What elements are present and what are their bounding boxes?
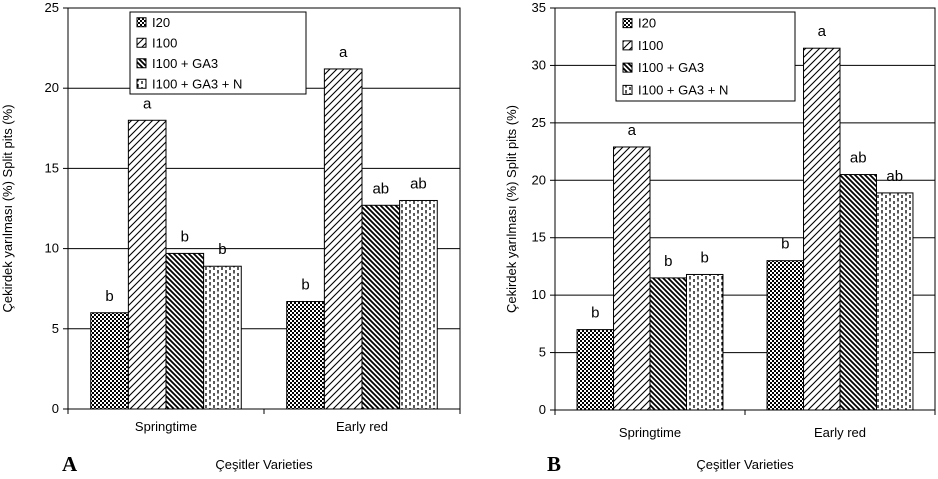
y-tick-label: 15 bbox=[532, 230, 546, 245]
y-tick-label: 20 bbox=[45, 80, 59, 95]
bar bbox=[839, 174, 877, 411]
y-tick-label: 25 bbox=[532, 115, 546, 130]
y-tick-label: 10 bbox=[532, 287, 546, 302]
legend-entry: I100 bbox=[152, 35, 177, 50]
y-tick-label: 10 bbox=[45, 241, 59, 256]
y-tick-label: 5 bbox=[539, 345, 546, 360]
legend-entry: I20 bbox=[638, 16, 656, 31]
y-axis-label: Çekirdek yarılması (%) Split pits (%) bbox=[504, 105, 519, 313]
bar bbox=[766, 260, 805, 411]
bar bbox=[685, 273, 724, 411]
significance-label: a bbox=[143, 95, 152, 112]
significance-label: ab bbox=[886, 168, 903, 185]
significance-label: b bbox=[664, 253, 672, 270]
x-axis-label: Çeşitler Varieties bbox=[696, 457, 794, 472]
legend-entry: I100 + GA3 bbox=[638, 60, 704, 75]
legend-swatch bbox=[622, 40, 633, 51]
legend-entry: I100 bbox=[638, 38, 663, 53]
y-axis-label: Çekirdek yarılması (%) Split pits (%) bbox=[0, 104, 15, 312]
bar bbox=[323, 68, 363, 410]
bar bbox=[649, 277, 687, 411]
bar bbox=[875, 192, 914, 411]
y-tick-label: 30 bbox=[532, 57, 546, 72]
bar bbox=[127, 119, 167, 410]
legend-swatch bbox=[136, 58, 147, 69]
y-tick-label: 20 bbox=[532, 172, 546, 187]
x-category-label: Early red bbox=[814, 425, 866, 440]
significance-label: a bbox=[628, 122, 637, 139]
legend: I20 I100 I100 + GA3 I100 + GA3 + N bbox=[129, 11, 307, 95]
y-tick-label: 5 bbox=[52, 321, 59, 336]
legend-swatch bbox=[136, 78, 147, 89]
bar bbox=[165, 252, 205, 410]
legend-entry: I20 bbox=[152, 15, 170, 30]
significance-label: a bbox=[339, 44, 348, 61]
significance-label: b bbox=[218, 241, 226, 258]
y-tick-label: 0 bbox=[52, 401, 59, 416]
x-category-label: Springtime bbox=[135, 419, 197, 434]
bar bbox=[286, 301, 325, 410]
legend-swatch bbox=[136, 17, 147, 28]
bar bbox=[203, 265, 242, 410]
bar bbox=[576, 329, 615, 411]
x-category-label: Springtime bbox=[619, 425, 681, 440]
significance-label: b bbox=[781, 236, 789, 253]
significance-label: b bbox=[181, 228, 189, 245]
significance-label: ab bbox=[372, 180, 389, 197]
significance-label: b bbox=[301, 277, 309, 294]
significance-label: b bbox=[701, 249, 709, 266]
legend-swatch bbox=[622, 62, 633, 73]
x-axis-label: Çeşitler Varieties bbox=[215, 457, 313, 472]
legend-entry: I100 + GA3 bbox=[152, 56, 218, 71]
y-tick-label: 15 bbox=[45, 160, 59, 175]
y-tick-label: 0 bbox=[539, 402, 546, 417]
legend-swatch bbox=[622, 84, 633, 95]
significance-label: ab bbox=[410, 175, 427, 192]
panel-label: B bbox=[547, 452, 561, 476]
panel-label: A bbox=[62, 452, 78, 476]
y-tick-label: 25 bbox=[45, 0, 59, 15]
legend-swatch bbox=[622, 18, 633, 29]
legend-swatch bbox=[136, 37, 147, 48]
significance-label: b bbox=[105, 288, 113, 305]
legend-box bbox=[615, 11, 796, 102]
significance-label: b bbox=[591, 305, 599, 322]
x-category-label: Early red bbox=[336, 419, 388, 434]
bar bbox=[803, 47, 841, 411]
bar bbox=[361, 204, 401, 410]
significance-label: a bbox=[818, 23, 827, 40]
legend: I20 I100 I100 + GA3 I100 + GA3 + N bbox=[615, 11, 796, 102]
y-tick-label: 35 bbox=[532, 0, 546, 15]
bar bbox=[613, 146, 651, 411]
legend-entry: I100 + GA3 + N bbox=[638, 82, 728, 97]
legend-box bbox=[129, 11, 307, 95]
bar bbox=[90, 312, 129, 410]
significance-label: ab bbox=[850, 150, 867, 167]
legend-entry: I100 + GA3 + N bbox=[152, 76, 242, 91]
bar bbox=[399, 199, 438, 410]
